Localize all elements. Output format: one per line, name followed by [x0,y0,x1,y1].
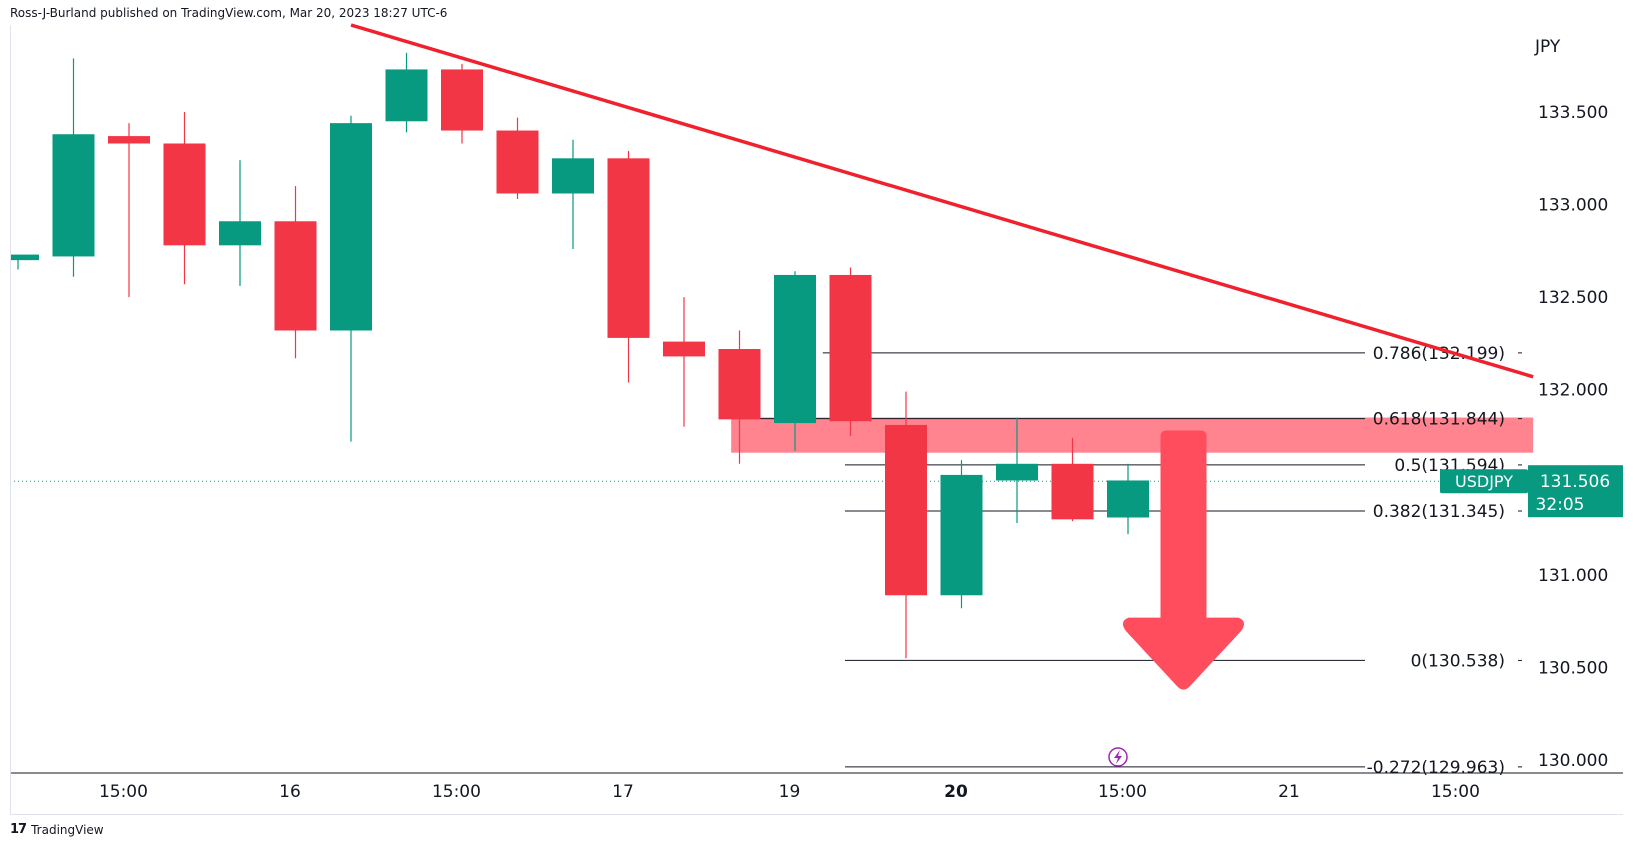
candle-body [163,143,206,246]
x-axis-tick-label: 20 [944,782,968,802]
candle[interactable] [996,417,1038,524]
fib-level-label: 0.618(131.844) [1373,410,1505,430]
candle-body [829,274,872,422]
y-axis-tick-label: 132.500 [1538,288,1608,308]
y-axis-tick-label: 130.000 [1538,751,1608,771]
x-axis-tick-label: 19 [779,782,801,802]
candle-body [552,158,594,194]
candle[interactable] [885,391,927,659]
candle-body [940,474,983,596]
y-axis-tick-label: 130.500 [1538,658,1608,678]
candle-body [385,69,428,122]
last-price-value: 131.506 [1540,472,1610,492]
candle-body [996,463,1038,481]
candle-countdown: 32:05 [1536,495,1585,515]
candle[interactable] [108,123,150,298]
candle[interactable] [219,160,261,287]
candle[interactable] [385,52,428,133]
symbol-tag[interactable] [1440,469,1528,494]
symbol-tag-label: USDJPY [1455,472,1513,491]
candle[interactable] [10,254,39,270]
x-axis-tick-label: 15:00 [1431,782,1480,802]
publisher-attribution: Ross-J-Burland published on TradingView.… [10,6,448,20]
descending-trendline[interactable] [350,23,1534,379]
candle-body [1107,480,1149,518]
candle[interactable] [552,139,594,250]
candle[interactable] [1107,463,1149,535]
candle[interactable] [1051,437,1094,522]
resistance-zone[interactable] [731,417,1534,453]
x-axis-tick-label: 21 [1278,782,1300,802]
fib-level-label: -0.272(129.963) [1367,758,1505,778]
fib-level-label: 0.382(131.345) [1373,502,1505,522]
tradingview-logo-icon: 17 [10,822,27,837]
candle-body [330,123,372,331]
candle-body [274,221,317,331]
x-axis-tick-label: 15:00 [432,782,481,802]
y-axis-tick-label: 133.000 [1538,196,1608,216]
candle-body [1051,463,1094,520]
y-axis-tick-label: 133.500 [1538,103,1608,123]
footer-branding: 17 TradingView [10,822,104,837]
candle-body [607,158,650,338]
candle[interactable] [663,297,705,427]
x-axis-tick-label: 16 [279,782,301,802]
lightning-bolt-icon [1114,750,1122,764]
candle[interactable] [163,112,206,285]
candle-body [774,274,816,424]
candle[interactable] [441,63,483,144]
bearish-down-arrow[interactable] [1122,430,1245,690]
candle-body [219,221,261,246]
y-axis-tick-label: 132.000 [1538,381,1608,401]
candle[interactable] [718,330,761,464]
candle-body [52,134,95,257]
x-axis-tick-label: 15:00 [99,782,148,802]
fib-level-label: 0(130.538) [1411,651,1505,671]
candle-body [10,254,39,261]
candle[interactable] [274,186,317,359]
candle-body [441,69,483,131]
candle[interactable] [496,117,539,200]
candle[interactable] [774,271,816,451]
candle[interactable] [52,58,95,277]
candle[interactable] [940,460,983,609]
footer-brand: TradingView [31,822,104,837]
currency-label: JPY [1534,37,1561,57]
candle-body [663,341,705,357]
x-axis-tick-label: 15:00 [1098,782,1147,802]
candle[interactable] [829,267,872,437]
candle-body [885,424,927,596]
y-axis-tick-label: 131.000 [1538,566,1608,586]
candle-body [718,349,761,420]
candle-body [496,130,539,194]
candle[interactable] [607,150,650,383]
last-price-tag[interactable] [1528,465,1623,518]
candle-body [108,136,150,144]
candle[interactable] [330,115,372,442]
x-axis-tick-label: 17 [612,782,634,802]
